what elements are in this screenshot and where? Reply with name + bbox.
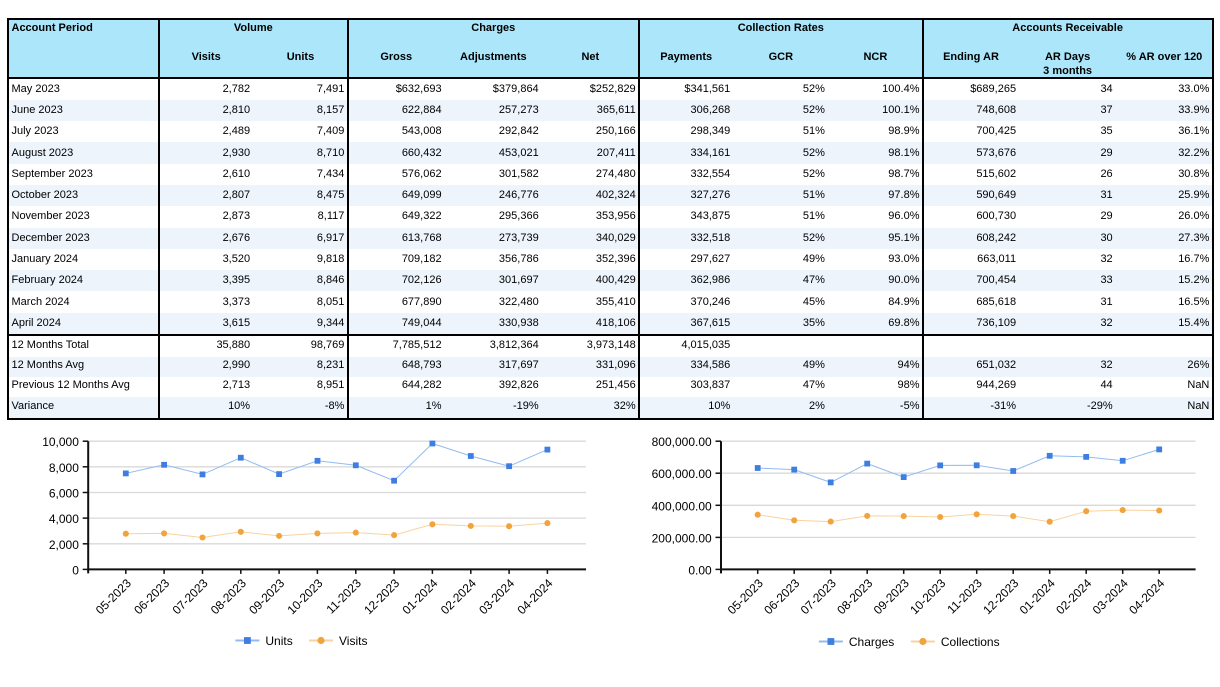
- svg-text:800,000.00: 800,000.00: [652, 435, 712, 449]
- svg-text:05-2023: 05-2023: [725, 576, 766, 617]
- svg-text:6,000: 6,000: [49, 487, 79, 501]
- svg-text:2,000: 2,000: [49, 538, 79, 552]
- svg-text:01-2024: 01-2024: [1017, 576, 1058, 617]
- svg-text:4,000: 4,000: [49, 512, 79, 526]
- svg-text:08-2023: 08-2023: [834, 576, 875, 617]
- svg-text:11-2023: 11-2023: [324, 576, 365, 617]
- svg-text:10,000: 10,000: [42, 435, 79, 449]
- svg-text:02-2024: 02-2024: [1053, 576, 1094, 617]
- svg-text:07-2023: 07-2023: [798, 576, 839, 617]
- svg-text:Collections: Collections: [941, 635, 1000, 649]
- svg-text:04-2024: 04-2024: [514, 576, 555, 617]
- svg-text:Charges: Charges: [849, 635, 894, 649]
- svg-text:0.00: 0.00: [688, 563, 712, 577]
- svg-text:8,000: 8,000: [49, 461, 79, 475]
- svg-text:04-2024: 04-2024: [1126, 576, 1167, 617]
- svg-text:05-2023: 05-2023: [93, 576, 134, 617]
- svg-text:07-2023: 07-2023: [170, 576, 211, 617]
- svg-text:600,000.00: 600,000.00: [652, 467, 712, 481]
- svg-text:06-2023: 06-2023: [761, 576, 802, 617]
- svg-text:06-2023: 06-2023: [131, 576, 172, 617]
- svg-text:03-2024: 03-2024: [1090, 576, 1131, 617]
- svg-text:10-2023: 10-2023: [284, 576, 325, 617]
- svg-text:12-2023: 12-2023: [980, 576, 1021, 617]
- svg-text:02-2024: 02-2024: [438, 576, 479, 617]
- svg-text:200,000.00: 200,000.00: [652, 531, 712, 545]
- svg-text:08-2023: 08-2023: [208, 576, 249, 617]
- svg-text:09-2023: 09-2023: [871, 576, 912, 617]
- svg-text:400,000.00: 400,000.00: [652, 499, 712, 513]
- svg-text:01-2024: 01-2024: [399, 576, 440, 617]
- svg-text:Visits: Visits: [339, 634, 367, 648]
- svg-text:03-2024: 03-2024: [476, 576, 517, 617]
- svg-text:0: 0: [72, 563, 79, 577]
- svg-text:12-2023: 12-2023: [361, 576, 402, 617]
- svg-text:Units: Units: [265, 634, 292, 648]
- svg-text:09-2023: 09-2023: [246, 576, 287, 617]
- svg-text:11-2023: 11-2023: [944, 576, 985, 617]
- svg-text:10-2023: 10-2023: [907, 576, 948, 617]
